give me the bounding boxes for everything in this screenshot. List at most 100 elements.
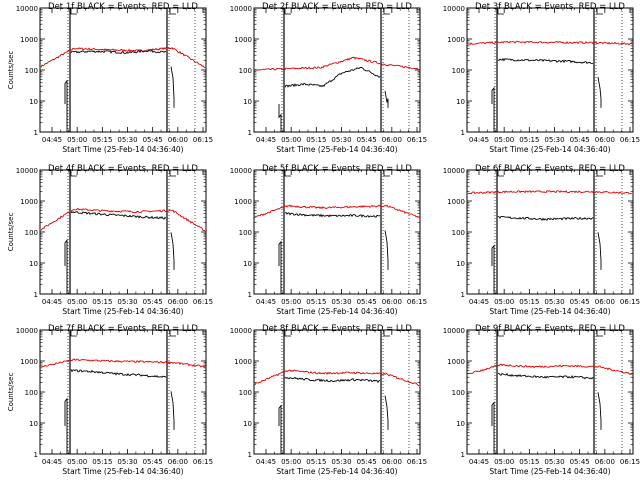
y-tick-label: 1000 [20, 36, 38, 44]
series-lld-line [40, 207, 206, 232]
plot-frame [39, 7, 207, 133]
series-events-post [384, 230, 389, 270]
y-tick-label: 10 [243, 98, 252, 106]
marker-bracket [383, 8, 390, 15]
y-tick-label: 10 [243, 260, 252, 268]
series-events-line [70, 49, 167, 55]
series-events-pre [64, 239, 68, 294]
x-tick-label: 05:30 [331, 458, 351, 466]
series-events-post [597, 76, 602, 108]
y-tick-label: 10 [456, 420, 465, 428]
y-tick-label: 1 [461, 291, 465, 299]
y-tick-label: 1 [461, 129, 465, 137]
marker-bracket [596, 330, 603, 337]
x-tick-label: 05:00 [494, 458, 514, 466]
x-tick-label: 05:30 [331, 298, 351, 306]
x-tick-label: 05:45 [357, 298, 377, 306]
x-axis-label: Start Time (25-Feb-14 04:36:40) [62, 467, 183, 476]
chart-title: Det 4f BLACK = Events, RED = LLD [48, 164, 198, 174]
marker-bracket [596, 170, 603, 177]
x-tick-label: 04:45 [469, 136, 489, 144]
y-tick-label: 100 [25, 389, 38, 397]
x-tick-label: 05:45 [357, 458, 377, 466]
y-tick-label: 100 [25, 229, 38, 237]
series-events-pre [278, 404, 282, 454]
y-tick-label: 100 [452, 67, 465, 75]
series-events-pre [278, 240, 282, 294]
x-tick-label: 05:00 [281, 298, 301, 306]
chart-title: Det 7f BLACK = Events, RED = LLD [48, 324, 198, 334]
marker-bracket [70, 8, 77, 15]
y-tick-label: 1 [34, 291, 38, 299]
y-axis-label: Counts/sec [7, 51, 15, 90]
y-tick-label: 1 [461, 451, 465, 459]
series-lld-line [467, 190, 633, 195]
x-tick-label: 06:00 [382, 298, 402, 306]
x-tick-label: 05:15 [92, 458, 112, 466]
y-tick-label: 1000 [447, 358, 465, 366]
plot-frame [39, 329, 207, 455]
x-tick-label: 05:00 [281, 136, 301, 144]
y-tick-label: 10 [29, 420, 38, 428]
y-tick-label: 10000 [16, 327, 38, 335]
x-tick-label: 05:30 [117, 458, 137, 466]
series-events-pre [64, 79, 68, 132]
x-tick-label: 05:15 [92, 136, 112, 144]
y-tick-label: 10000 [443, 5, 465, 13]
y-tick-label: 10 [456, 260, 465, 268]
y-tick-label: 10 [243, 420, 252, 428]
marker-bracket [497, 8, 504, 15]
y-tick-label: 10000 [16, 5, 38, 13]
series-lld-line [254, 369, 420, 387]
chart-title: Det 8f BLACK = Events, RED = LLD [262, 324, 412, 334]
x-tick-label: 06:15 [407, 136, 427, 144]
series-events-post [384, 395, 389, 430]
x-tick-label: 05:15 [306, 298, 326, 306]
series-events-pre [64, 397, 68, 454]
marker-bracket [596, 8, 603, 15]
x-tick-label: 06:15 [193, 136, 213, 144]
y-tick-label: 100 [452, 229, 465, 237]
y-tick-label: 10000 [230, 167, 252, 175]
chart-title: Det 2f BLACK = Events, RED = LLD [262, 2, 412, 12]
series-events-line [70, 210, 167, 220]
x-tick-label: 04:45 [469, 298, 489, 306]
chart-panel-9: Det 9f BLACK = Events, RED = LLD 1 10 100 10… [443, 324, 640, 476]
x-tick-label: 06:00 [168, 298, 188, 306]
x-axis-label: Start Time (25-Feb-14 04:36:40) [62, 307, 183, 316]
x-tick-label: 05:15 [519, 136, 539, 144]
x-tick-label: 05:45 [143, 458, 163, 466]
chart-panel-3: Det 3f BLACK = Events, RED = LLD 1 10 100 10… [443, 2, 640, 154]
marker-bracket [169, 170, 176, 177]
x-tick-label: 06:00 [382, 136, 402, 144]
chart-title: Det 1f BLACK = Events, RED = LLD [48, 2, 198, 12]
series-events-line [497, 215, 594, 221]
x-tick-label: 06:15 [407, 458, 427, 466]
x-tick-label: 05:15 [519, 458, 539, 466]
y-tick-label: 100 [25, 67, 38, 75]
x-tick-label: 05:30 [117, 136, 137, 144]
y-tick-label: 1000 [234, 198, 252, 206]
y-tick-label: 10 [29, 260, 38, 268]
x-tick-label: 06:15 [193, 298, 213, 306]
x-tick-label: 06:00 [595, 298, 615, 306]
x-tick-label: 04:45 [256, 458, 276, 466]
x-tick-label: 05:45 [143, 136, 163, 144]
x-tick-label: 05:00 [281, 458, 301, 466]
chart-title: Det 6f BLACK = Events, RED = LLD [475, 164, 625, 174]
series-lld-line [40, 358, 206, 368]
y-axis-label: Counts/sec [7, 373, 15, 412]
series-events-pre [491, 401, 495, 454]
series-events-pre [278, 104, 282, 132]
series-events-post [170, 66, 175, 108]
plot-frame [466, 7, 634, 133]
x-axis-label: Start Time (25-Feb-14 04:36:40) [489, 467, 610, 476]
x-tick-label: 05:30 [331, 136, 351, 144]
x-tick-label: 05:30 [544, 136, 564, 144]
y-tick-label: 100 [452, 389, 465, 397]
x-tick-label: 05:15 [92, 298, 112, 306]
y-tick-label: 1 [248, 129, 252, 137]
chart-panel-8: Det 8f BLACK = Events, RED = LLD 1 10 100 10… [230, 324, 427, 476]
y-tick-label: 1 [248, 291, 252, 299]
